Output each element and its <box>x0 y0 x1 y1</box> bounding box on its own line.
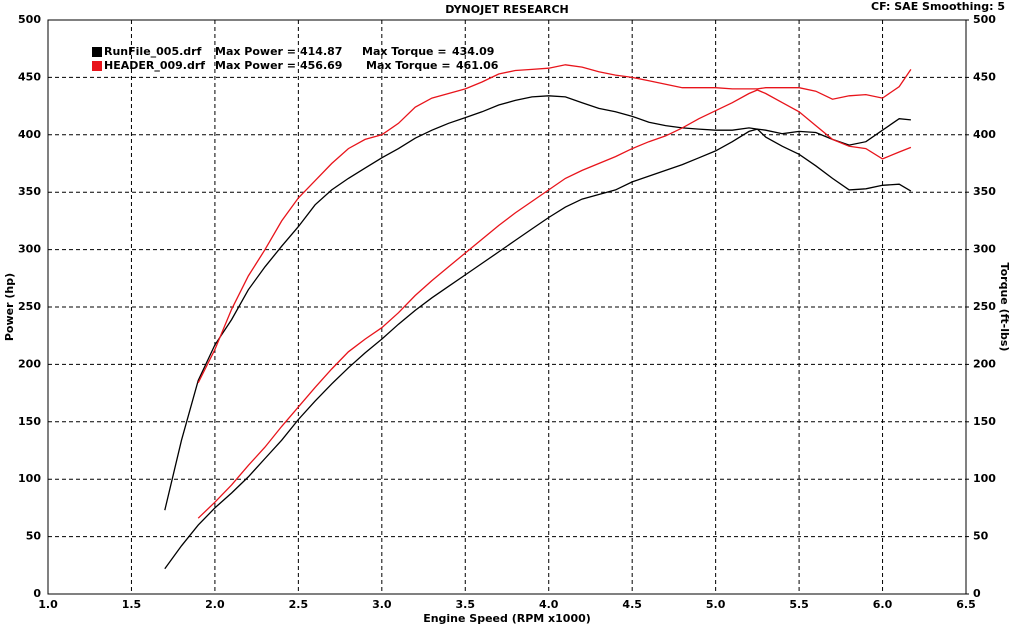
lines <box>164 64 912 570</box>
x-tick-label: 1.0 <box>38 598 58 611</box>
x-tick-label: 6.0 <box>873 598 893 611</box>
y-tick-label: 500 <box>18 13 41 26</box>
y2-tick-label: 500 <box>973 13 996 26</box>
legend-swatch <box>92 61 102 71</box>
legend-stat: 461.06 <box>456 59 499 72</box>
y-tick-label: 450 <box>18 70 41 83</box>
x-axis-label: Engine Speed (RPM x1000) <box>423 612 591 625</box>
legend-stat: Max Power = <box>215 45 296 58</box>
x-tick-label: 5.5 <box>789 598 809 611</box>
legend-stat: 434.09 <box>452 45 494 58</box>
x-tick-label: 4.5 <box>622 598 642 611</box>
plot-frame <box>47 19 967 595</box>
y2-tick-label: 150 <box>973 415 996 428</box>
legend: RunFile_005.drf Max Power = 414.87 Max Torq… <box>92 45 499 72</box>
y-tick-label: 100 <box>18 472 41 485</box>
y2-tick-label: 50 <box>973 530 989 543</box>
power-line <box>197 89 912 519</box>
y-tick-label: 250 <box>18 300 41 313</box>
y-tick-label: 50 <box>26 530 42 543</box>
y2-tick-label: 100 <box>973 472 996 485</box>
y2-tick-label: 0 <box>973 587 981 600</box>
x-tick-label: 3.0 <box>372 598 392 611</box>
y2-tick-label: 200 <box>973 357 996 370</box>
x-tick-label: 6.5 <box>956 598 976 611</box>
torque-line <box>164 95 911 511</box>
y-tick-label: 150 <box>18 415 41 428</box>
legend-stat: 456.69 <box>300 59 342 72</box>
y2-tick-label: 250 <box>973 300 996 313</box>
x-tick-label: 4.0 <box>539 598 559 611</box>
y-tick-label: 350 <box>18 185 41 198</box>
x-tick-label: 2.5 <box>289 598 309 611</box>
legend-stat: Max Torque = <box>366 59 451 72</box>
x-tick-label: 3.5 <box>456 598 476 611</box>
y2-tick-label: 400 <box>973 128 996 141</box>
y2-tick-label: 350 <box>973 185 996 198</box>
legend-swatch <box>92 47 102 57</box>
legend-stat: 414.87 <box>300 45 342 58</box>
legend-entry: HEADER_009.drf <box>104 59 205 72</box>
x-tick-label: 5.0 <box>706 598 726 611</box>
legend-stat: Max Torque = <box>362 45 447 58</box>
y-tick-label: 300 <box>18 243 41 256</box>
y2-tick-label: 300 <box>973 243 996 256</box>
y-tick-label: 200 <box>18 357 41 370</box>
x-tick-label: 2.0 <box>205 598 225 611</box>
y-tick-label: 400 <box>18 128 41 141</box>
y2-tick-label: 450 <box>973 70 996 83</box>
y-axis-label: Power (hp) <box>3 273 16 341</box>
y2-axis-label: Torque (ft-lbs) <box>998 263 1011 352</box>
x-tick-label: 1.5 <box>122 598 142 611</box>
legend-stat: Max Power = <box>215 59 296 72</box>
torque-line <box>197 64 912 384</box>
legend-entry: RunFile_005.drf <box>104 45 202 58</box>
power-line <box>164 128 912 570</box>
chart-title: DYNOJET RESEARCH <box>445 3 568 16</box>
chart-info: CF: SAE Smoothing: 5 <box>871 0 1005 13</box>
y-tick-label: 0 <box>33 587 41 600</box>
